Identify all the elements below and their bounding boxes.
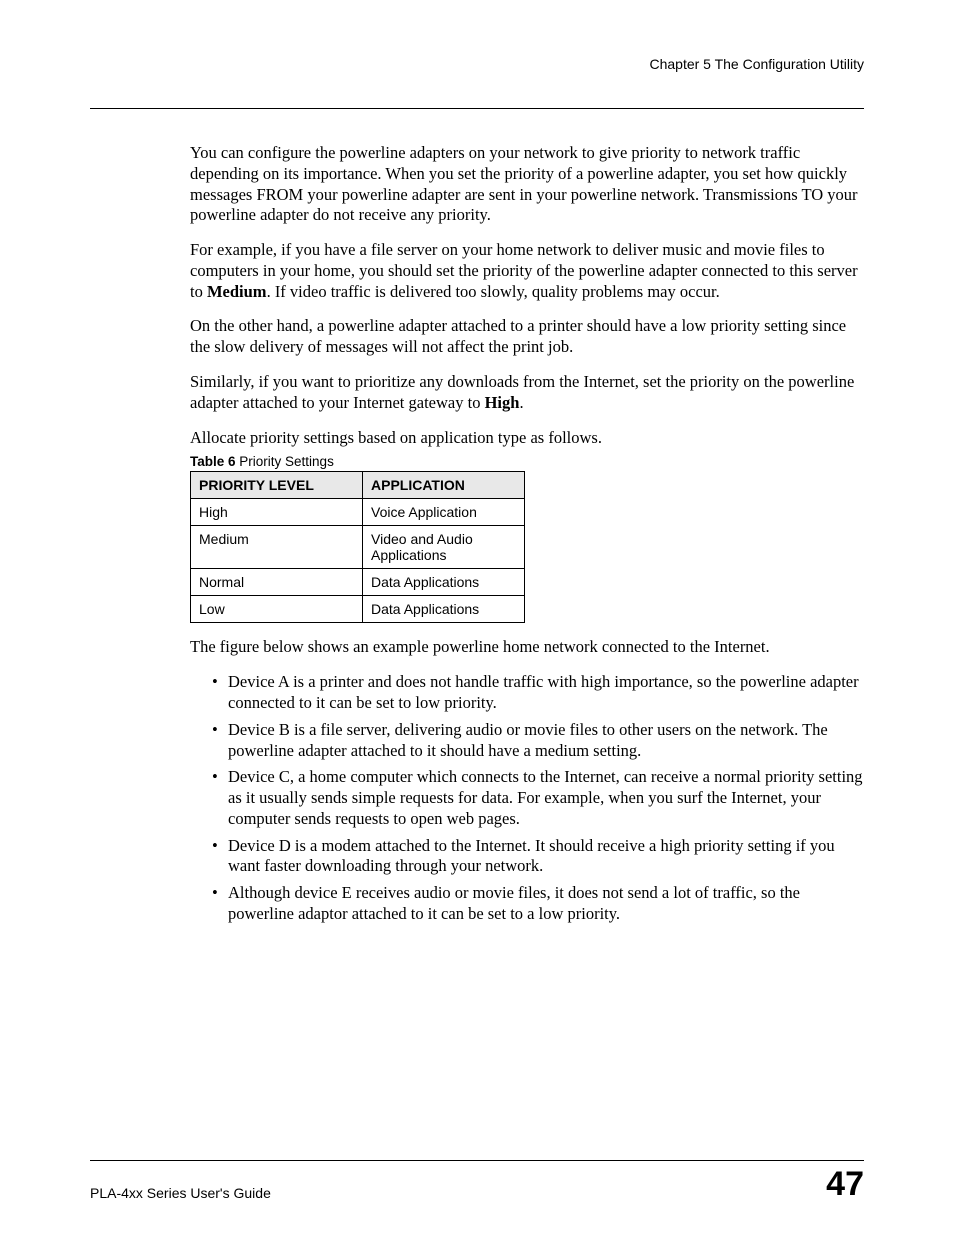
paragraph: Allocate priority settings based on appl… xyxy=(190,428,864,449)
table-header-row: PRIORITY LEVEL APPLICATION xyxy=(191,472,525,499)
text-run: . If video traffic is delivered too slow… xyxy=(267,282,720,301)
paragraph: You can configure the powerline adapters… xyxy=(190,143,864,226)
paragraph: For example, if you have a file server o… xyxy=(190,240,864,302)
bold-text: Medium xyxy=(207,282,267,301)
table-cell: High xyxy=(191,499,363,526)
page-footer: PLA-4xx Series User's Guide 47 xyxy=(90,1160,864,1201)
paragraph: Similarly, if you want to prioritize any… xyxy=(190,372,864,414)
guide-name: PLA-4xx Series User's Guide xyxy=(90,1185,271,1201)
paragraph: On the other hand, a powerline adapter a… xyxy=(190,316,864,358)
paragraph: The figure below shows an example powerl… xyxy=(190,637,864,658)
footer-rule xyxy=(90,1160,864,1161)
table-row: Medium Video and Audio Applications xyxy=(191,526,525,569)
caption-label: Table 6 xyxy=(190,454,236,469)
list-item: Device B is a file server, delivering au… xyxy=(212,720,864,762)
list-item: Device A is a printer and does not handl… xyxy=(212,672,864,714)
table-cell: Voice Application xyxy=(363,499,525,526)
document-page: Chapter 5 The Configuration Utility You … xyxy=(0,0,954,1235)
list-item: Although device E receives audio or movi… xyxy=(212,883,864,925)
page-header: Chapter 5 The Configuration Utility xyxy=(90,56,864,84)
table-cell: Medium xyxy=(191,526,363,569)
priority-table: PRIORITY LEVEL APPLICATION High Voice Ap… xyxy=(190,471,525,623)
table-cell: Video and Audio Applications xyxy=(363,526,525,569)
table-caption: Table 6 Priority Settings xyxy=(190,454,864,469)
table-header-cell: APPLICATION xyxy=(363,472,525,499)
table-cell: Low xyxy=(191,596,363,623)
bullet-list: Device A is a printer and does not handl… xyxy=(212,672,864,925)
chapter-label: Chapter 5 The Configuration Utility xyxy=(649,56,864,72)
table-row: High Voice Application xyxy=(191,499,525,526)
footer-row: PLA-4xx Series User's Guide 47 xyxy=(90,1167,864,1201)
table-cell: Data Applications xyxy=(363,596,525,623)
caption-title: Priority Settings xyxy=(236,454,334,469)
list-item: Device C, a home computer which connects… xyxy=(212,767,864,829)
list-item: Device D is a modem attached to the Inte… xyxy=(212,836,864,878)
table-cell: Normal xyxy=(191,569,363,596)
page-number: 47 xyxy=(826,1167,864,1201)
page-content: You can configure the powerline adapters… xyxy=(190,143,864,925)
table-row: Normal Data Applications xyxy=(191,569,525,596)
header-rule xyxy=(90,108,864,109)
table-header-cell: PRIORITY LEVEL xyxy=(191,472,363,499)
table-cell: Data Applications xyxy=(363,569,525,596)
text-run: . xyxy=(519,393,523,412)
table-row: Low Data Applications xyxy=(191,596,525,623)
bold-text: High xyxy=(485,393,520,412)
